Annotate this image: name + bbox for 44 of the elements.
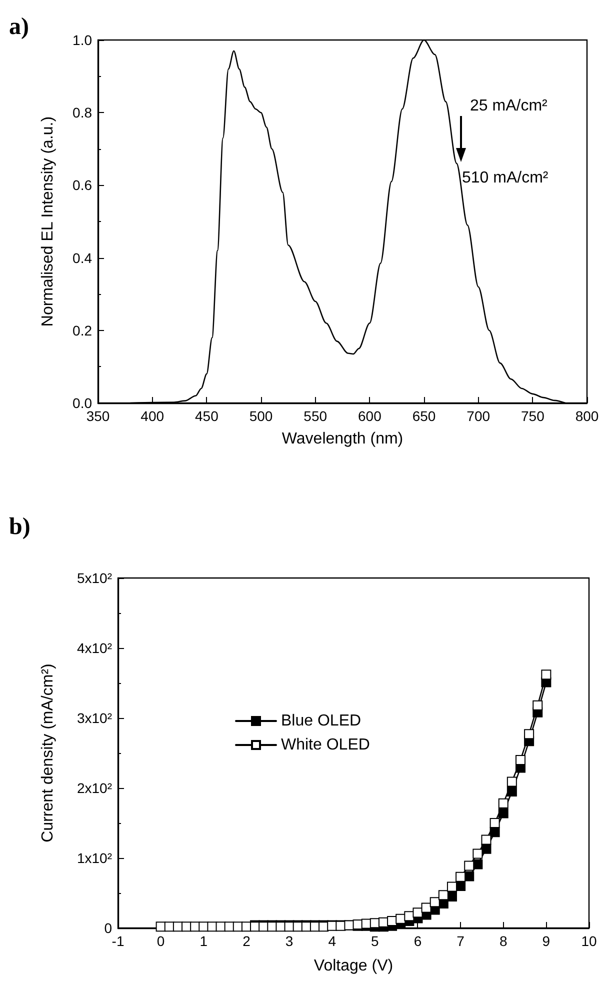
x-tick-label: 650 [412,408,436,424]
x-tick-label: -1 [112,933,124,949]
y-axis-title: Current density (mA/cm²) [40,664,56,842]
y-tick-label: 1.0 [72,32,92,48]
y-tick-label: 0.0 [72,395,92,411]
y-axis-title: Normalised EL Intensity (a.u.) [40,116,56,327]
annotation: 25 mA/cm² [470,98,548,114]
x-tick-label: 500 [249,408,273,424]
y-tick-label: 0 [104,920,112,936]
x-tick-label: 350 [86,408,110,424]
x-tick-label: 700 [466,408,490,424]
x-tick-label: 10 [581,933,597,949]
x-tick-label: 5 [371,933,380,949]
x-tick-label: 0 [156,933,165,949]
x-tick-label: 3 [285,933,294,949]
x-axis-title: Wavelength (nm) [282,430,404,448]
x-tick-label: 6 [414,933,422,949]
legend-label: White OLED [281,736,370,754]
y-tick-label: 5x10² [76,570,112,586]
x-tick-label: 750 [520,408,545,424]
legend-label: Blue OLED [281,712,362,730]
y-tick-label: 0.2 [72,322,92,338]
y-tick-label: 0.6 [72,177,92,194]
chart-title: b) [9,514,30,540]
x-tick-label: 8 [499,933,508,949]
chart-title: a) [9,14,29,40]
x-tick-label: 400 [140,408,164,424]
x-tick-label: 7 [456,933,465,949]
x-axis-title: Voltage (V) [314,958,394,974]
y-tick-label: 3x10² [76,710,112,726]
y-tick-label: 0.8 [72,104,92,121]
x-tick-label: 800 [575,408,599,424]
x-tick-label: 550 [304,408,328,424]
y-tick-label: 0.4 [72,250,92,266]
x-tick-label: 4 [328,933,336,949]
x-tick-label: 2 [242,933,251,949]
annotation: 510 mA/cm² [462,170,549,186]
y-tick-label: 4x10² [76,640,112,656]
x-tick-label: 450 [194,408,219,424]
y-tick-label: 2x10² [76,780,112,796]
x-tick-label: 9 [542,933,550,949]
x-tick-label: 1 [200,933,208,949]
y-tick-label: 1x10² [76,850,112,866]
x-tick-label: 600 [358,408,382,424]
